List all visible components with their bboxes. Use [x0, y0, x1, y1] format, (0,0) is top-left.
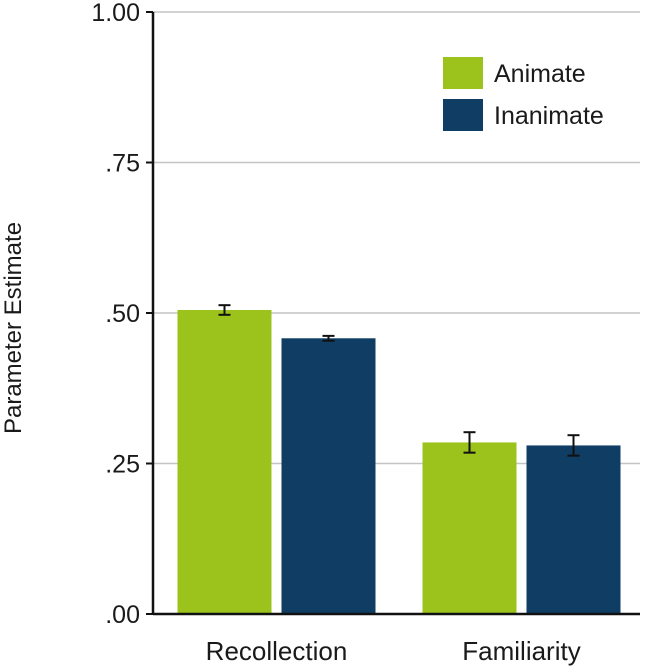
category-labels: Recollection Familiarity	[206, 636, 581, 666]
x-category-label: Familiarity	[462, 636, 580, 666]
bar-inanimate-recollection	[281, 338, 376, 614]
error-bar	[463, 431, 476, 454]
y-tick-label: 1.00	[91, 0, 140, 27]
legend-swatch-animate	[443, 57, 483, 89]
tick-labels: .00 .25 .50 .75 1.00	[91, 0, 140, 629]
bars	[177, 309, 621, 614]
y-tick-label: .00	[105, 601, 140, 629]
error-bar	[567, 434, 580, 457]
y-axis-title: Parameter Estimate	[0, 222, 27, 434]
error-bars	[218, 304, 580, 457]
legend-swatch-inanimate	[443, 99, 483, 131]
error-bar	[218, 304, 231, 316]
bar-animate-recollection	[177, 309, 272, 614]
bar-animate-familiarity	[422, 442, 517, 614]
legend: Animate Inanimate	[443, 57, 604, 131]
bar-inanimate-familiarity	[526, 445, 621, 614]
error-bar	[322, 334, 335, 342]
y-tick-label: .25	[105, 451, 140, 479]
legend-label-animate: Animate	[494, 60, 586, 88]
y-tick-label: .50	[105, 300, 140, 328]
y-tick-label: .75	[105, 150, 140, 178]
x-category-label: Recollection	[206, 636, 348, 666]
legend-label-inanimate: Inanimate	[494, 102, 604, 130]
axes	[146, 11, 640, 616]
